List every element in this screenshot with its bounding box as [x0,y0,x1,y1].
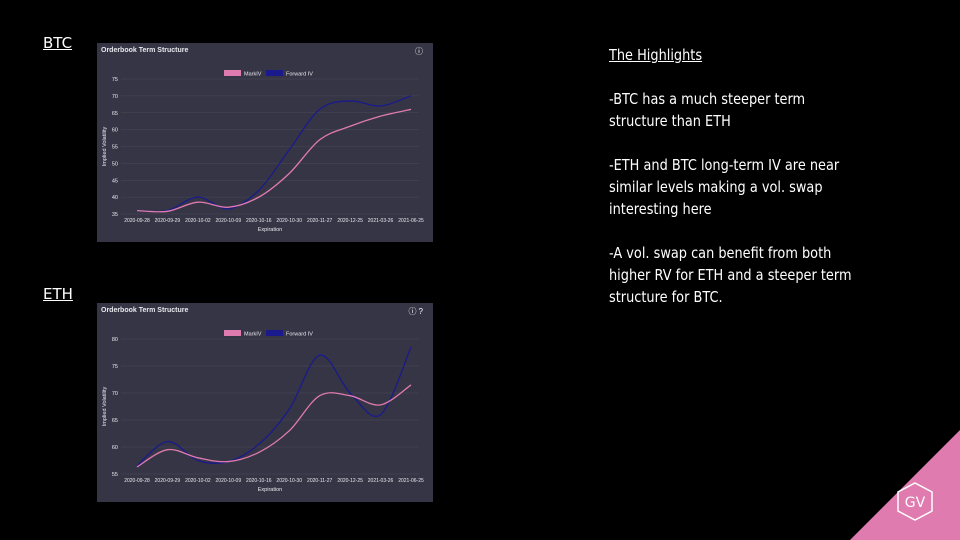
y-tick-label: 75 [112,364,118,370]
x-axis-label: Expiration [258,487,282,493]
legend-label: MarkIV [244,72,262,78]
help-icon[interactable]: ? [418,307,425,316]
x-tick-label: 2021-06-25 [398,218,424,224]
x-tick-label: 2020-10-16 [246,478,272,484]
x-tick-label: 2020-10-30 [276,218,302,224]
x-tick-label: 2020-09-29 [155,478,181,484]
btc-chart: MarkIV Forward IV 35 40 45 50 55 60 65 70 75 2020-0… [102,70,424,233]
y-axis-label: Implied Volatility [102,127,108,167]
x-tick-label: 2020-10-30 [276,478,302,484]
highlight-point: -BTC has a much steeper term structure t… [609,90,806,130]
x-tick-label: 2020-09-28 [124,218,150,224]
x-tick-label: 2021-03-26 [368,478,394,484]
legend-label: Forward IV [286,72,313,78]
y-tick-label: 45 [112,178,118,184]
eth-chart: MarkIV Forward IV 55 60 65 70 75 80 2020-09-28 20… [102,330,424,493]
x-axis-label: Expiration [258,227,282,233]
y-tick-label: 65 [112,418,118,424]
x-tick-label: 2020-10-02 [185,478,211,484]
x-tick-label: 2020-12-25 [337,218,363,224]
highlights-title: The Highlights [609,46,703,64]
legend-swatch [224,70,241,76]
x-tick-label: 2020-10-02 [185,218,211,224]
x-tick-label: 2020-09-29 [155,218,181,224]
chart-title: Orderbook Term Structure [101,47,189,54]
x-tick-label: 2020-10-16 [246,218,272,224]
legend: MarkIV Forward IV [224,330,313,338]
x-tick-label: 2020-10-09 [216,218,242,224]
eth-label: ETH [43,285,73,303]
series-line-markiv [136,108,412,213]
y-tick-label: 65 [112,111,118,117]
highlight-point: -ETH and BTC long-term IV are near simil… [609,156,840,218]
x-tick-label: 2021-06-25 [398,478,424,484]
y-tick-label: 50 [112,161,118,167]
y-tick-label: 60 [112,128,118,134]
legend-swatch [224,330,241,336]
x-tick-label: 2020-11-27 [307,478,332,484]
y-tick-label: 35 [112,212,118,218]
y-tick-label: 75 [112,77,118,83]
highlight-point: -A vol. swap can benefit from both highe… [609,244,852,306]
legend-label: MarkIV [244,332,262,338]
series-line-forward-iv [136,95,412,213]
y-tick-label: 55 [112,145,118,151]
x-tick-label: 2020-11-27 [307,218,332,224]
eth-chart-panel: Orderbook Term Structure ⓘ? MarkIV Forwar… [97,303,433,502]
btc-label: BTC [43,34,73,52]
x-tick-label: 2020-10-09 [216,478,242,484]
series-line-forward-iv [136,346,412,467]
info-icon[interactable]: ⓘ [415,47,425,56]
y-tick-label: 70 [112,391,118,397]
info-help-icons[interactable]: ⓘ? [409,306,425,317]
x-tick-label: 2020-12-25 [337,478,363,484]
y-tick-label: 40 [112,195,118,201]
y-axis-label: Implied Volatility [102,387,108,427]
x-tick-label: 2020-09-28 [124,478,150,484]
x-tick-label: 2021-03-26 [368,218,394,224]
highlights-panel: The Highlights -BTC has a much steeper t… [609,44,867,330]
legend-swatch [266,70,283,76]
y-tick-label: 80 [112,337,118,343]
logo-text: GV [905,495,926,511]
legend-label: Forward IV [286,332,313,338]
legend: MarkIV Forward IV [224,70,313,78]
series-line-markiv [136,384,412,468]
btc-chart-panel: Orderbook Term Structure ⓘ MarkIV Forward… [97,43,433,242]
legend-swatch [266,330,283,336]
info-icon[interactable]: ⓘ [408,307,419,316]
gv-logo: GV [850,430,960,540]
y-tick-label: 70 [112,94,118,100]
y-tick-label: 60 [112,445,118,451]
chart-title: Orderbook Term Structure [101,307,189,314]
y-tick-label: 55 [112,472,118,478]
